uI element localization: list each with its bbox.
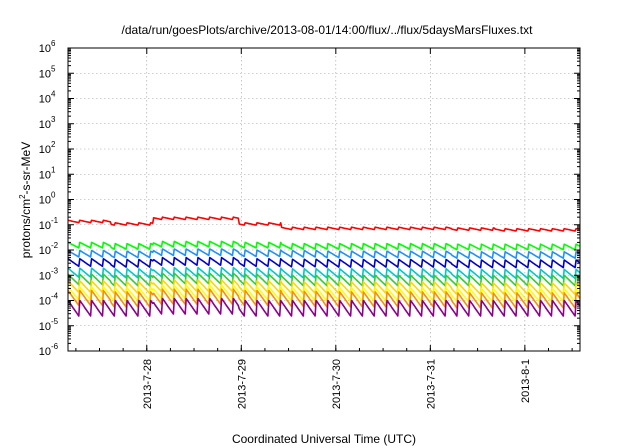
y-axis-label-sup: 2 — [18, 194, 27, 199]
series-line — [67, 284, 581, 303]
y-tick-label-base: 10 — [39, 94, 51, 106]
y-tick-label-exponent: 3 — [51, 115, 56, 124]
y-tick-label-exponent: -5 — [51, 317, 59, 326]
y-tick-label: 10 — [39, 144, 51, 156]
y-tick-label-base: 10 — [39, 144, 51, 156]
y-tick-label: 10 — [39, 296, 51, 308]
y-tick-label: 10 — [39, 270, 51, 282]
x-axis-label: Coordinated Universal Time (UTC) — [232, 432, 416, 446]
chart-title: /data/run/goesPlots/archive/2013-08-01/1… — [122, 23, 534, 37]
series-line — [67, 256, 581, 269]
y-tick-label-base: 10 — [39, 296, 51, 308]
y-tick-label: 10 — [39, 94, 51, 106]
series-line — [67, 240, 581, 251]
y-tick-label-base: 10 — [39, 43, 51, 55]
series-line — [67, 272, 581, 287]
x-tick-label: 2013-7-30 — [331, 359, 343, 409]
y-tick-label-base: 10 — [39, 220, 51, 232]
y-tick-labels: 10 -610 -510 -410 -310 -210 -110 010 110 210 310 41… — [39, 39, 59, 358]
y-tick-label-base: 10 — [39, 169, 51, 181]
y-tick-label: 10 — [39, 346, 51, 358]
y-axis-label: protons/cm2-s-sr-MeV — [18, 142, 33, 258]
x-tick-label: 2013-7-31 — [425, 359, 437, 409]
y-tick-label-exponent: 0 — [51, 191, 56, 200]
x-tick-label: 2013-7-28 — [142, 359, 154, 409]
y-axis-label-suffix: -s-sr-MeV — [19, 142, 33, 195]
y-tick-label-exponent: -2 — [51, 241, 59, 250]
y-tick-label: 10 — [39, 43, 51, 55]
y-tick-label-exponent: -4 — [51, 292, 59, 301]
y-tick-label: 10 — [39, 195, 51, 207]
y-tick-label: 10 — [39, 245, 51, 257]
series-line — [67, 216, 581, 232]
y-tick-label-exponent: 5 — [51, 64, 56, 73]
y-tick-label-exponent: 4 — [51, 90, 56, 99]
y-tick-label-base: 10 — [39, 119, 51, 131]
series-group — [67, 216, 581, 317]
y-tick-label-base: 10 — [39, 346, 51, 358]
y-tick-label-base: 10 — [39, 270, 51, 282]
x-tick-label: 2013-7-29 — [236, 359, 248, 409]
y-tick-label-exponent: 2 — [51, 140, 56, 149]
y-tick-label-base: 10 — [39, 321, 51, 333]
x-tick-label: 2013-8-1 — [520, 359, 532, 403]
series-line — [67, 288, 581, 309]
y-axis-label-prefix: protons/cm — [19, 199, 33, 258]
series-line — [67, 279, 581, 296]
y-tick-label: 10 — [39, 220, 51, 232]
y-tick-label-exponent: 6 — [51, 39, 56, 48]
y-tick-label-base: 10 — [39, 195, 51, 207]
y-tick-label: 10 — [39, 119, 51, 131]
y-tick-label: 10 — [39, 68, 51, 80]
x-tick-labels: 2013-7-28 2013-7-29 2013-7-30 2013-7-31 2013… — [142, 359, 532, 409]
y-tick-label-exponent: -3 — [51, 266, 59, 275]
y-tick-label-exponent: -6 — [51, 342, 59, 351]
y-tick-label: 10 — [39, 321, 51, 333]
y-tick-label: 10 — [39, 169, 51, 181]
y-tick-label-exponent: -1 — [51, 216, 59, 225]
y-tick-label-exponent: 1 — [51, 165, 56, 174]
series-line — [67, 297, 581, 317]
y-tick-label-base: 10 — [39, 245, 51, 257]
ticks — [68, 47, 580, 352]
series-line — [67, 266, 581, 280]
y-tick-label-base: 10 — [39, 68, 51, 80]
series-line — [67, 248, 581, 260]
